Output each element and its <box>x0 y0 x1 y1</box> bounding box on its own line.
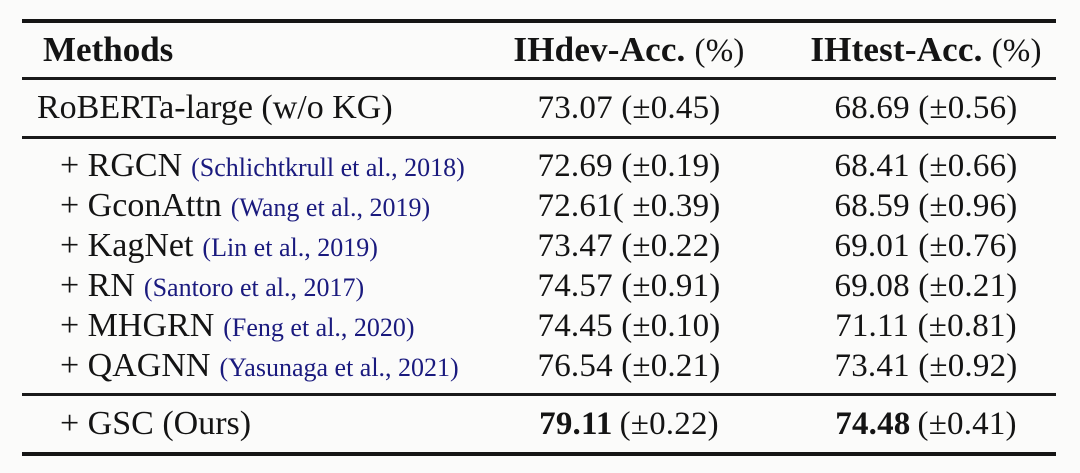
ours-ihdev-value: 79.11 (±0.22) <box>462 406 796 443</box>
ours-method-cell: + GSC (Ours) <box>22 405 462 443</box>
baseline-ihtest-value: 68.69 (±0.56) <box>834 89 1018 126</box>
header-ihtest-label: IHtest-Acc. <box>810 30 983 69</box>
method-row-rgcn: + RGCN (Schlichtkrull et al., 2018) 72.69… <box>22 146 1056 186</box>
method-citation: (Schlichtkrull et al., 2018) <box>191 153 465 182</box>
baseline-row: RoBERTa-large (w/o KG) 73.07 (±0.45) 68.… <box>22 80 1056 136</box>
ihtest-value: 68.41 (±0.66) <box>834 147 1018 184</box>
method-citation: (Yasunaga et al., 2021) <box>219 353 459 382</box>
header-ihtest-cell: IHtest-Acc. (%) <box>796 30 1056 70</box>
method-cell: + RGCN (Schlichtkrull et al., 2018) <box>22 147 465 185</box>
ihtest-value: 69.01 (±0.76) <box>834 227 1018 264</box>
method-name: + QAGNN <box>60 347 211 384</box>
ihdev-value: 74.57 (±0.91) <box>537 267 721 304</box>
ihtest-value: 69.08 (±0.21) <box>834 267 1018 304</box>
methods-accuracy-table: Methods IHdev-Acc. (%) IHtest-Acc. (%) RoB… <box>22 0 1056 456</box>
table-bottom-rule <box>22 452 1056 456</box>
header-methods-cell: Methods <box>22 30 462 70</box>
method-row-mhgrn: + MHGRN (Feng et al., 2020) 74.45 (±0.10)… <box>22 306 1056 346</box>
header-methods-label: Methods <box>43 30 174 69</box>
method-cell: + RN (Santoro et al., 2017) <box>22 267 462 305</box>
method-row-rn: + RN (Santoro et al., 2017) 74.57 (±0.91)… <box>22 266 1056 306</box>
method-cell: + GconAttn (Wang et al., 2019) <box>22 187 462 225</box>
ihdev-value: 76.54 (±0.21) <box>537 347 721 384</box>
ours-ihtest-value: 74.48 (±0.41) <box>796 406 1056 443</box>
method-name: + KagNet <box>60 227 194 264</box>
ihdev-value: 72.61( ±0.39) <box>537 187 721 224</box>
ihtest-value: 73.41 (±0.92) <box>834 347 1018 384</box>
method-citation: (Feng et al., 2020) <box>223 313 415 342</box>
ihtest-value: 71.11 (±0.81) <box>835 307 1017 344</box>
baseline-method-cell: RoBERTa-large (w/o KG) <box>22 89 462 127</box>
table-header-row: Methods IHdev-Acc. (%) IHtest-Acc. (%) <box>22 23 1056 77</box>
method-row-qagnn: + QAGNN (Yasunaga et al., 2021) 76.54 (±0… <box>22 346 1056 386</box>
ours-ihtest-std: (±0.41) <box>917 405 1017 442</box>
header-bottom-rule <box>22 77 1056 80</box>
baseline-bottom-rule <box>22 136 1056 139</box>
method-citation: (Wang et al., 2019) <box>230 193 431 222</box>
ihdev-value: 72.69 (±0.19) <box>537 147 721 184</box>
header-ihdev-cell: IHdev-Acc. (%) <box>462 30 796 70</box>
header-ihtest-unit: (%) <box>991 33 1042 69</box>
ihdev-value: 73.47 (±0.22) <box>537 227 721 264</box>
ours-ihdev-std: (±0.22) <box>619 405 719 442</box>
ihtest-value: 68.59 (±0.96) <box>834 187 1018 224</box>
baseline-method-name: RoBERTa-large (w/o KG) <box>37 89 393 126</box>
ours-row-gsc: + GSC (Ours) 79.11 (±0.22) 74.48 (±0.41) <box>22 396 1056 452</box>
method-citation: (Lin et al., 2019) <box>202 233 378 262</box>
ours-method-name: + GSC (Ours) <box>60 405 252 442</box>
baseline-ihdev-value: 73.07 (±0.45) <box>537 89 721 126</box>
ours-ihdev-score: 79.11 <box>539 405 613 442</box>
methods-bottom-rule <box>22 393 1056 396</box>
method-name: + MHGRN <box>60 307 215 344</box>
method-name: + RN <box>60 267 135 304</box>
header-ihdev-unit: (%) <box>694 33 745 69</box>
method-name: + RGCN <box>60 147 183 184</box>
method-name: + GconAttn <box>60 187 222 224</box>
table-top-rule <box>22 19 1056 23</box>
kg-methods-block: + RGCN (Schlichtkrull et al., 2018) 72.69… <box>22 139 1056 393</box>
method-cell: + QAGNN (Yasunaga et al., 2021) <box>22 347 462 385</box>
ours-ihtest-score: 74.48 <box>835 405 911 442</box>
header-ihdev-label: IHdev-Acc. <box>513 30 686 69</box>
method-row-kagnet: + KagNet (Lin et al., 2019) 73.47 (±0.22)… <box>22 226 1056 266</box>
method-cell: + KagNet (Lin et al., 2019) <box>22 227 462 265</box>
method-cell: + MHGRN (Feng et al., 2020) <box>22 307 462 345</box>
method-citation: (Santoro et al., 2017) <box>143 273 365 302</box>
top-margin <box>22 0 1056 19</box>
ihdev-value: 74.45 (±0.10) <box>537 307 721 344</box>
method-row-gconattn: + GconAttn (Wang et al., 2019) 72.61( ±0.… <box>22 186 1056 226</box>
